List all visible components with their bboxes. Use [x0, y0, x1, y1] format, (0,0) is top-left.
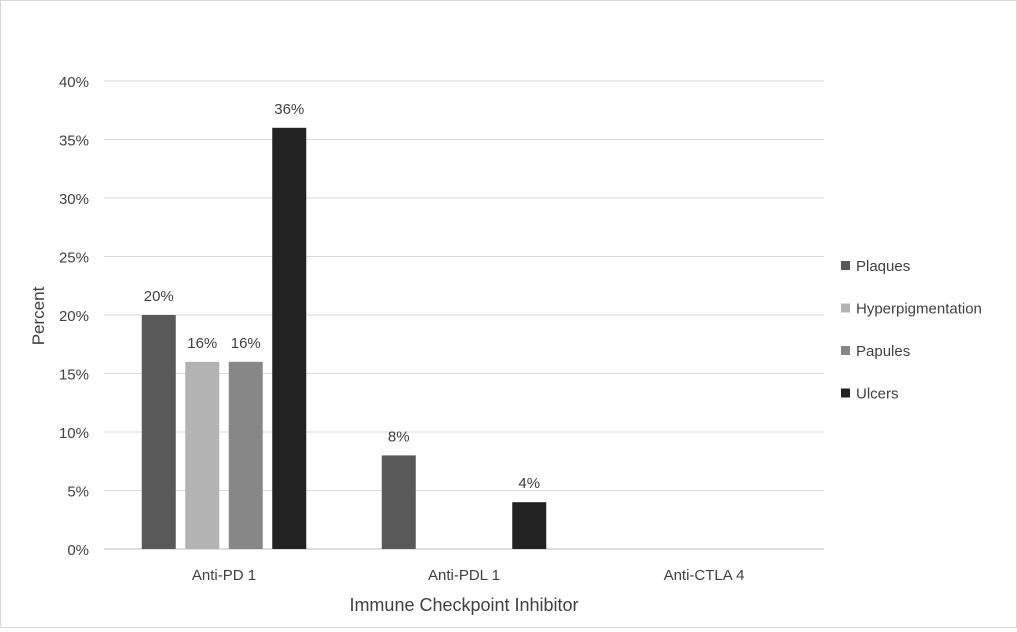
y-tick-label: 30% — [59, 191, 89, 208]
bar — [185, 361, 220, 549]
data-label: 20% — [144, 288, 174, 305]
legend-label: Hyperpigmentation — [856, 301, 982, 318]
y-tick-label: 5% — [67, 484, 89, 501]
legend-label: Plaques — [856, 258, 910, 275]
x-axis-ticks: Anti-PD 1 Anti-PDL 1 Anti-CTLA 4 — [192, 567, 745, 584]
data-label: 16% — [231, 335, 261, 352]
data-label: 36% — [274, 101, 304, 118]
x-axis-title: Immune Checkpoint Inhibitor — [349, 595, 578, 615]
x-tick-label: Anti-CTLA 4 — [664, 567, 745, 584]
data-label: 16% — [187, 335, 217, 352]
legend-swatch — [841, 346, 850, 355]
data-label: 8% — [388, 428, 410, 445]
legend-label: Ulcers — [856, 386, 899, 403]
bar — [512, 502, 547, 549]
bars — [141, 127, 547, 550]
x-tick-label: Anti-PD 1 — [192, 567, 256, 584]
data-label: 4% — [518, 475, 540, 492]
y-tick-label: 20% — [59, 308, 89, 325]
data-labels: 20% 16% 16% 36% 8% 4% — [144, 101, 540, 492]
bar — [228, 361, 263, 549]
y-axis-ticks: 0% 5% 10% 15% 20% 25% 30% 35% 40% — [59, 74, 89, 559]
y-tick-label: 35% — [59, 133, 89, 150]
y-tick-label: 10% — [59, 425, 89, 442]
legend-swatch — [841, 261, 850, 270]
legend-label: Papules — [856, 343, 910, 360]
legend: Plaques Hyperpigmentation Papules Ulcers — [841, 258, 982, 403]
bar — [381, 455, 416, 549]
x-tick-label: Anti-PDL 1 — [428, 567, 500, 584]
legend-swatch — [841, 303, 850, 313]
y-tick-label: 15% — [59, 367, 89, 384]
legend-swatch — [841, 388, 850, 398]
bar — [272, 127, 307, 550]
bar — [141, 315, 176, 549]
y-tick-label: 25% — [59, 250, 89, 267]
y-axis-title: Percent — [29, 286, 48, 345]
y-tick-label: 40% — [59, 74, 89, 91]
y-tick-label: 0% — [67, 542, 89, 559]
gridlines — [104, 80, 824, 550]
